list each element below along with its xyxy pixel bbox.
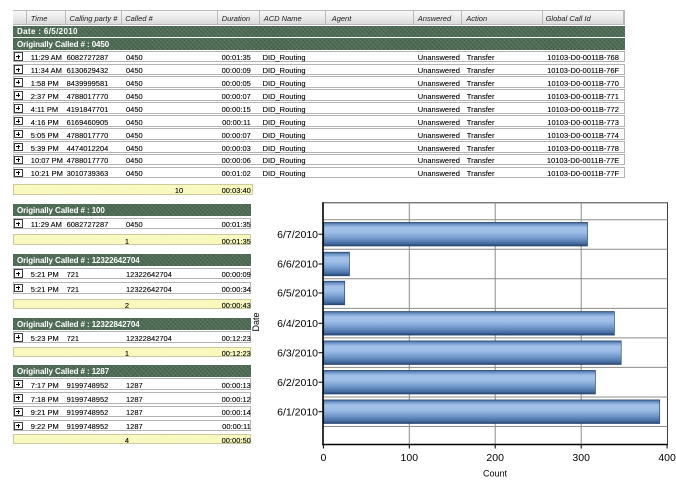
svg-text:6/5/2010: 6/5/2010 [277,288,318,300]
svg-text:0: 0 [320,452,326,464]
svg-text:6/7/2010: 6/7/2010 [277,229,318,241]
svg-text:Date: Date [251,312,261,331]
svg-text:100: 100 [401,452,419,464]
svg-text:6/4/2010: 6/4/2010 [277,318,318,330]
svg-text:6/1/2010: 6/1/2010 [277,406,318,418]
svg-text:300: 300 [572,452,590,464]
svg-text:Count: Count [483,469,508,479]
svg-text:200: 200 [486,452,504,464]
svg-text:6/3/2010: 6/3/2010 [277,347,318,359]
svg-text:6/6/2010: 6/6/2010 [277,259,318,271]
svg-text:400: 400 [658,452,676,464]
svg-text:6/2/2010: 6/2/2010 [277,377,318,389]
